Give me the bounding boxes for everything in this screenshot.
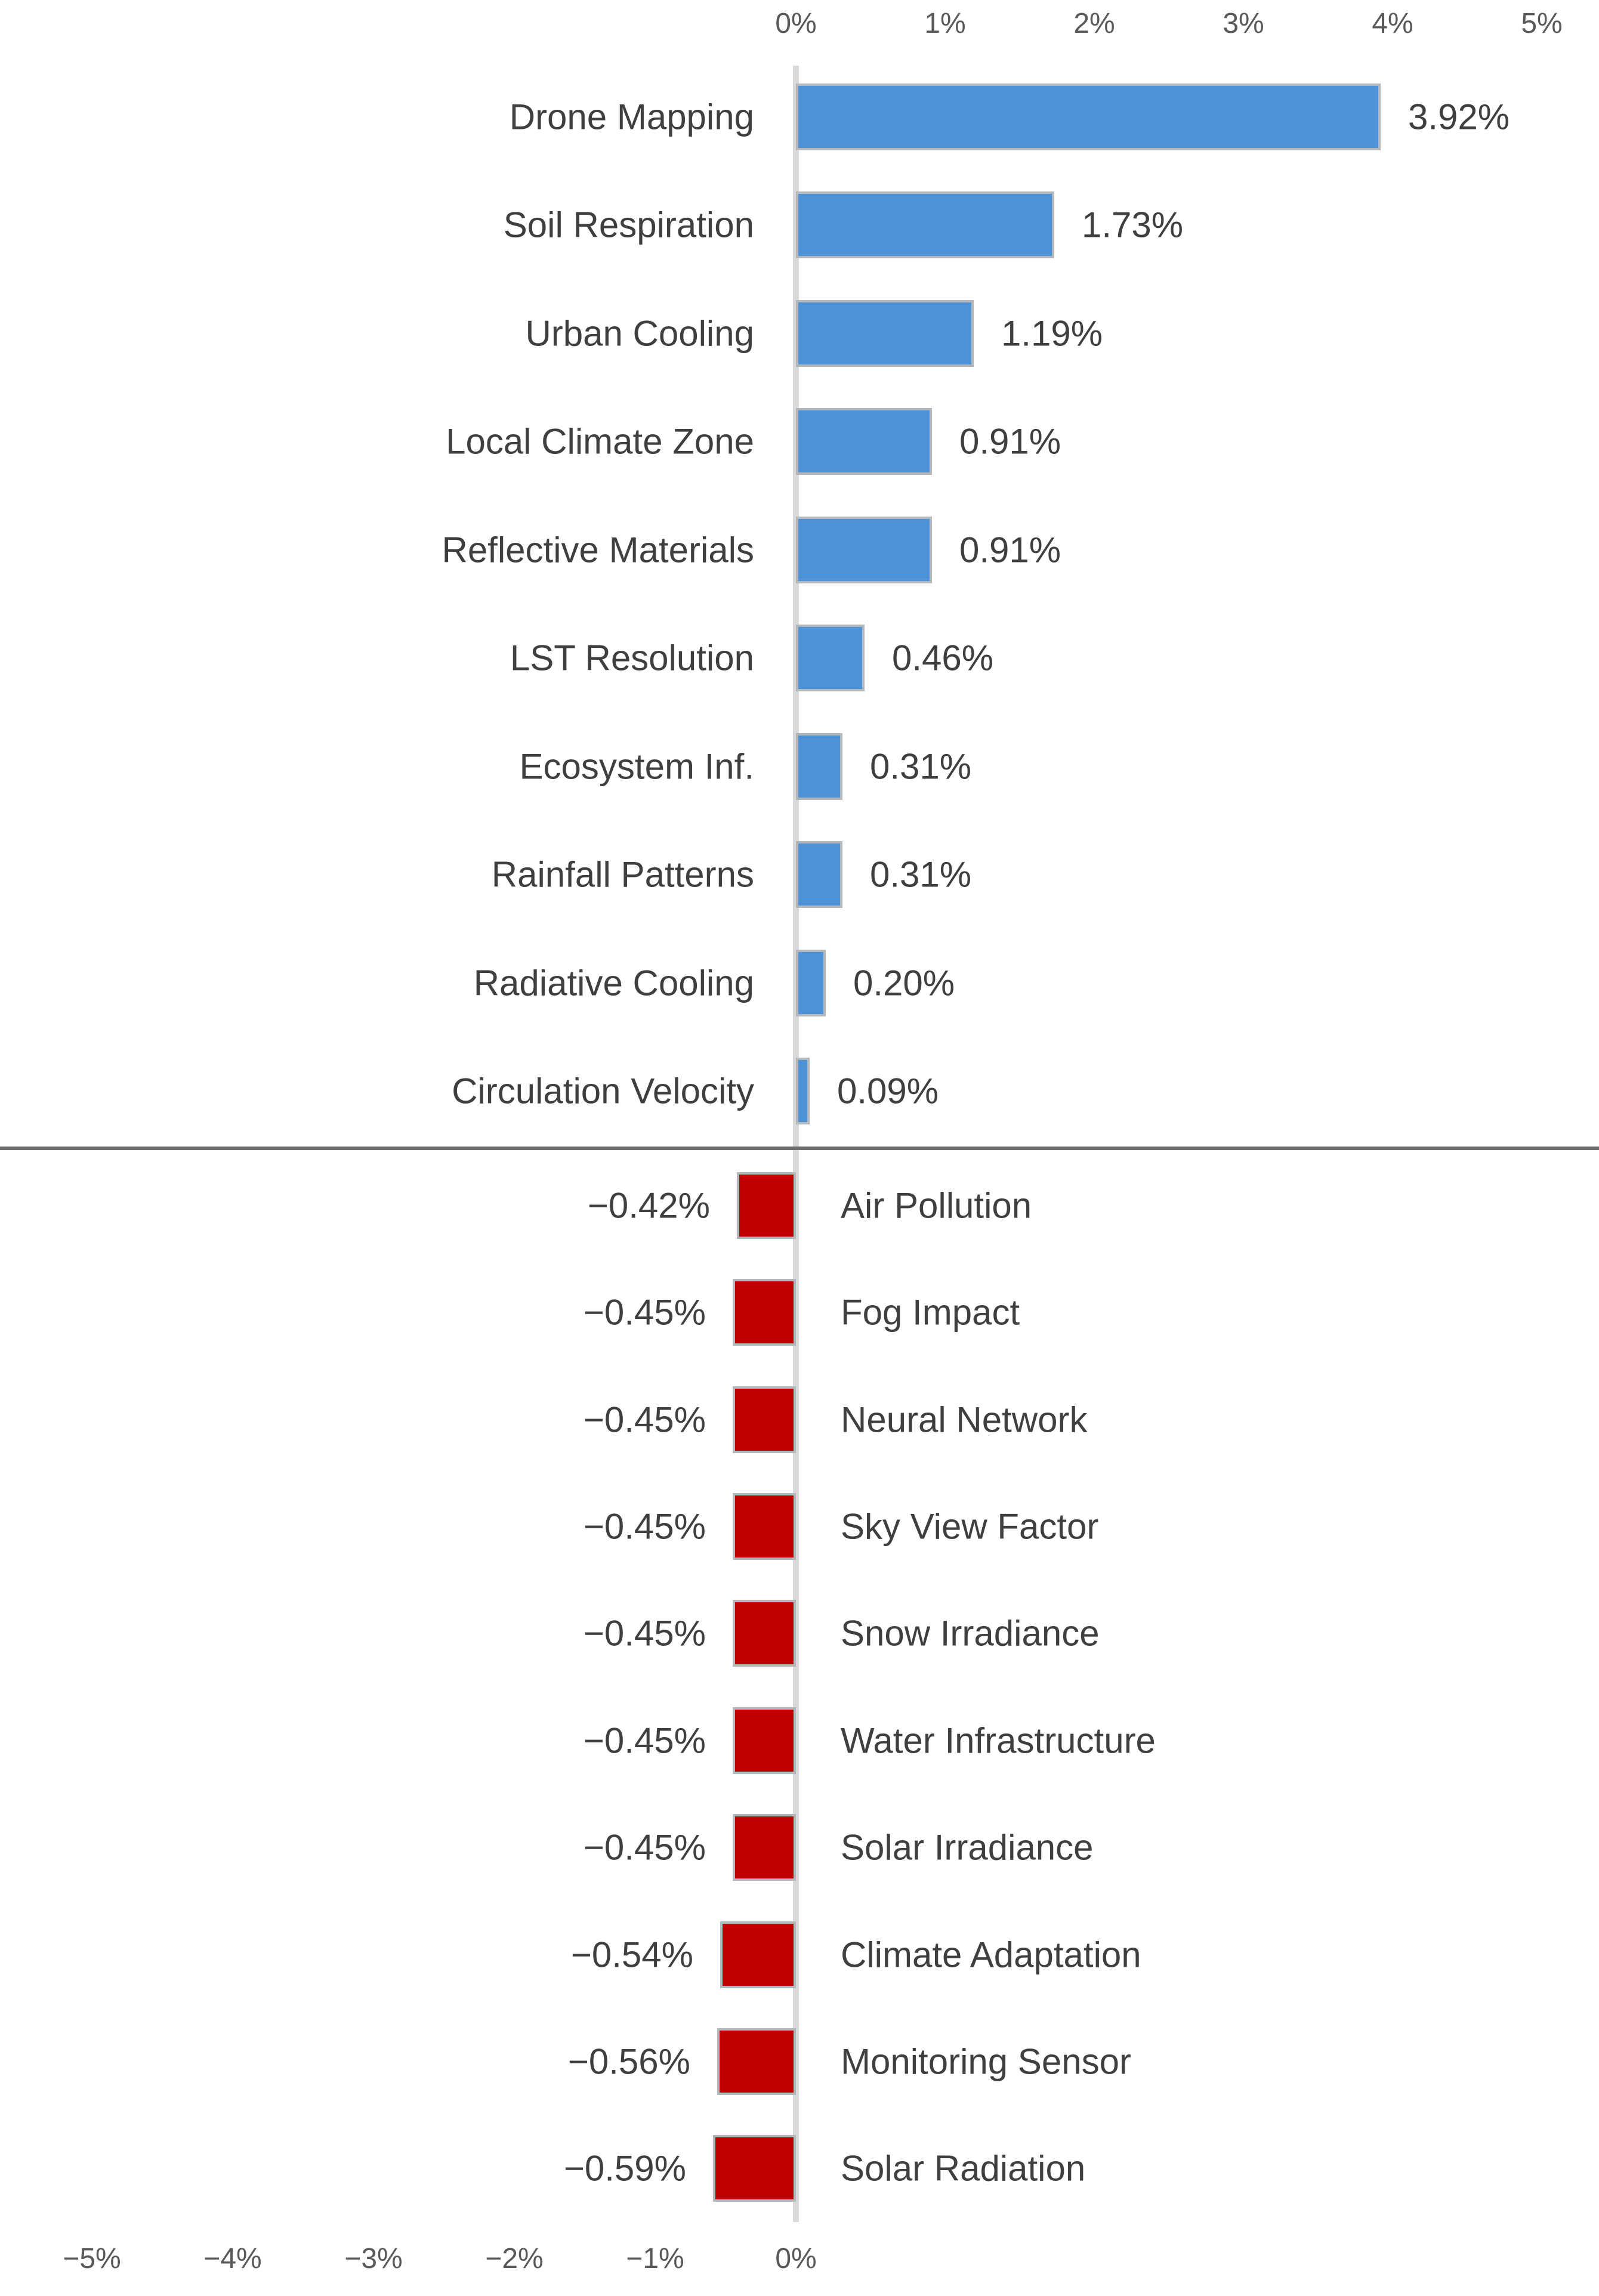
category-label: LST Resolution bbox=[510, 638, 754, 678]
axis-tick-label: 5% bbox=[1521, 8, 1563, 39]
zero-axis-line bbox=[793, 66, 799, 2222]
axis-tick-label: 4% bbox=[1372, 8, 1413, 39]
negative-bar bbox=[737, 1172, 796, 1239]
value-label: 0.46% bbox=[892, 638, 994, 678]
category-label: Climate Adaptation bbox=[841, 1935, 1141, 1975]
value-label: 3.92% bbox=[1408, 97, 1510, 137]
bar-row: Radiative Cooling 0.20% bbox=[0, 929, 1599, 1037]
bar-row: −0.45% Solar Irradiance bbox=[0, 1794, 1599, 1901]
axis-tick-label: 3% bbox=[1223, 8, 1264, 39]
axis-tick-label: −4% bbox=[203, 2243, 262, 2275]
value-label: −0.42% bbox=[587, 1185, 710, 1226]
bar-row: Rainfall Patterns 0.31% bbox=[0, 821, 1599, 929]
category-label: Water Infrastructure bbox=[841, 1720, 1156, 1761]
bar-row: LST Resolution 0.46% bbox=[0, 604, 1599, 713]
bar-row: Urban Cooling 1.19% bbox=[0, 279, 1599, 388]
category-label: Monitoring Sensor bbox=[841, 2041, 1131, 2082]
category-label: Soil Respiration bbox=[503, 205, 754, 245]
category-label: Rainfall Patterns bbox=[491, 854, 754, 895]
axis-tick-label: 0% bbox=[775, 8, 817, 39]
value-label: 1.73% bbox=[1082, 205, 1184, 245]
bar-row: Ecosystem Inf. 0.31% bbox=[0, 712, 1599, 821]
value-label: −0.45% bbox=[583, 1292, 706, 1333]
bar-row: −0.45% Sky View Factor bbox=[0, 1473, 1599, 1580]
category-label: Ecosystem Inf. bbox=[519, 746, 754, 787]
category-label: Fog Impact bbox=[841, 1292, 1020, 1333]
axis-tick-label: −2% bbox=[485, 2243, 544, 2275]
negative-bar bbox=[733, 1279, 796, 1346]
category-label: Air Pollution bbox=[841, 1185, 1032, 1226]
bar-row: −0.45% Water Infrastructure bbox=[0, 1687, 1599, 1794]
negative-bar bbox=[733, 1386, 796, 1453]
positive-bar bbox=[796, 83, 1381, 150]
value-label: −0.54% bbox=[570, 1935, 693, 1975]
category-label: Radiative Cooling bbox=[473, 963, 754, 1003]
positive-bar bbox=[796, 408, 932, 475]
category-label: Solar Irradiance bbox=[841, 1827, 1094, 1868]
bar-row: Circulation Velocity 0.09% bbox=[0, 1037, 1599, 1146]
bar-row: −0.59% Solar Radiation bbox=[0, 2115, 1599, 2222]
axis-tick-label: −3% bbox=[344, 2243, 403, 2275]
positive-bars-section: Drone Mapping 3.92% Soil Respiration 1.73% U… bbox=[0, 63, 1599, 1145]
category-label: Urban Cooling bbox=[525, 313, 754, 354]
negative-bar bbox=[720, 1921, 796, 1988]
positive-bar bbox=[796, 516, 932, 583]
category-label: Solar Radiation bbox=[841, 2148, 1086, 2189]
section-separator-line bbox=[0, 1147, 1599, 1150]
category-label: Drone Mapping bbox=[509, 97, 754, 137]
value-label: 0.91% bbox=[959, 421, 1061, 462]
value-label: −0.45% bbox=[583, 1399, 706, 1440]
bottom-axis-ticks: −5% −4% −3% −2% −1% 0% bbox=[0, 2222, 1599, 2296]
bar-row: −0.42% Air Pollution bbox=[0, 1152, 1599, 1259]
bar-row: −0.54% Climate Adaptation bbox=[0, 1901, 1599, 2008]
category-label: Circulation Velocity bbox=[452, 1071, 754, 1111]
value-label: 0.20% bbox=[853, 963, 955, 1003]
axis-tick-label: 0% bbox=[775, 2243, 817, 2275]
negative-bar bbox=[733, 1707, 796, 1774]
value-label: −0.45% bbox=[583, 1827, 706, 1868]
category-label: Neural Network bbox=[841, 1399, 1088, 1440]
bar-row: −0.45% Neural Network bbox=[0, 1366, 1599, 1473]
bar-row: −0.45% Fog Impact bbox=[0, 1259, 1599, 1365]
negative-bar bbox=[717, 2028, 796, 2095]
value-label: −0.56% bbox=[567, 2041, 690, 2082]
bar-row: Local Climate Zone 0.91% bbox=[0, 388, 1599, 496]
value-label: 1.19% bbox=[1001, 313, 1103, 354]
bar-row: −0.56% Monitoring Sensor bbox=[0, 2008, 1599, 2115]
axis-tick-label: −1% bbox=[626, 2243, 684, 2275]
axis-tick-label: 1% bbox=[924, 8, 966, 39]
negative-bar bbox=[713, 2135, 796, 2202]
bar-row: Drone Mapping 3.92% bbox=[0, 63, 1599, 171]
bar-row: −0.45% Snow Irradiance bbox=[0, 1580, 1599, 1687]
value-label: 0.31% bbox=[870, 854, 972, 895]
positive-bar bbox=[796, 1058, 810, 1125]
value-label: −0.59% bbox=[563, 2148, 686, 2189]
negative-bar bbox=[733, 1814, 796, 1881]
axis-tick-label: −5% bbox=[63, 2243, 121, 2275]
bar-row: Reflective Materials 0.91% bbox=[0, 496, 1599, 604]
positive-bar bbox=[796, 299, 974, 367]
axis-tick-label: 2% bbox=[1073, 8, 1115, 39]
category-label: Reflective Materials bbox=[442, 530, 754, 570]
positive-bar bbox=[796, 949, 826, 1016]
value-label: −0.45% bbox=[583, 1720, 706, 1761]
category-label: Local Climate Zone bbox=[446, 421, 754, 462]
negative-bars-section: −0.42% Air Pollution −0.45% Fog Impact −0.45… bbox=[0, 1152, 1599, 2222]
positive-bar bbox=[796, 625, 865, 692]
value-label: 0.91% bbox=[959, 530, 1061, 570]
positive-bar bbox=[796, 191, 1054, 259]
value-label: −0.45% bbox=[583, 1613, 706, 1654]
value-label: 0.31% bbox=[870, 746, 972, 787]
category-label: Snow Irradiance bbox=[841, 1613, 1100, 1654]
top-axis-ticks: 0% 1% 2% 3% 4% 5% bbox=[0, 0, 1599, 60]
value-label: −0.45% bbox=[583, 1506, 706, 1547]
category-label: Sky View Factor bbox=[841, 1506, 1099, 1547]
positive-bar bbox=[796, 733, 842, 800]
negative-bar bbox=[733, 1492, 796, 1560]
negative-bar bbox=[733, 1600, 796, 1667]
bar-row: Soil Respiration 1.73% bbox=[0, 171, 1599, 280]
positive-bar bbox=[796, 841, 842, 908]
value-label: 0.09% bbox=[837, 1071, 939, 1111]
